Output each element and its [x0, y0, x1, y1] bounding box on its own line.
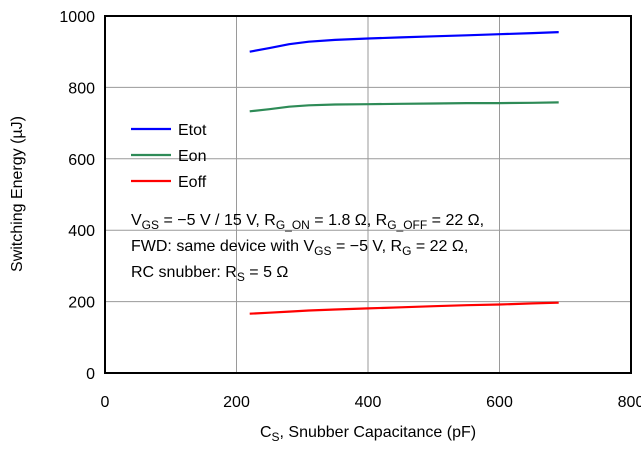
series-line-etot [249, 31, 559, 53]
x-axis-label: CS, Snubber Capacitance (pF) [260, 424, 476, 444]
y-tick-label: 200 [68, 295, 95, 312]
annotation-line: FWD: same device with VGS = −5 V, RG = 2… [131, 238, 468, 258]
legend-label-etot: Etot [178, 122, 207, 139]
series-line-eoff [249, 301, 559, 315]
x-axis-label-subscript: S [272, 430, 280, 444]
x-tick-label: 200 [223, 394, 250, 411]
y-tick-label: 600 [68, 152, 95, 169]
grid [105, 16, 631, 373]
tick-labels: 0 200 400 600 800 0 200 400 600 800 1000 [59, 9, 641, 411]
x-axis-label-main: C [260, 424, 272, 441]
y-tick-label: 1000 [59, 9, 95, 26]
annotation-line: RC snubber: RS = 5 Ω [131, 264, 288, 284]
conditions-annotation: VGS = −5 V / 15 V, RG_ON = 1.8 Ω, RG_OFF… [131, 212, 484, 284]
y-tick-label: 400 [68, 223, 95, 240]
x-tick-label: 800 [618, 394, 641, 411]
legend: Etot Eon Eoff [131, 122, 207, 191]
plot-frame [104, 15, 632, 374]
legend-label-eon: Eon [178, 148, 206, 165]
legend-label-eoff: Eoff [178, 174, 207, 191]
y-axis-label: Switching Energy (µJ) [9, 116, 26, 272]
x-tick-label: 0 [101, 394, 110, 411]
y-tick-label: 0 [86, 366, 95, 383]
annotation-line: VGS = −5 V / 15 V, RG_ON = 1.8 Ω, RG_OFF… [131, 212, 484, 232]
y-tick-label: 800 [68, 80, 95, 97]
x-tick-label: 400 [355, 394, 382, 411]
series-layer [249, 31, 559, 315]
x-axis-label-rest: , Snubber Capacitance (pF) [280, 424, 477, 441]
x-tick-label: 600 [486, 394, 513, 411]
series-line-eon [249, 101, 559, 113]
